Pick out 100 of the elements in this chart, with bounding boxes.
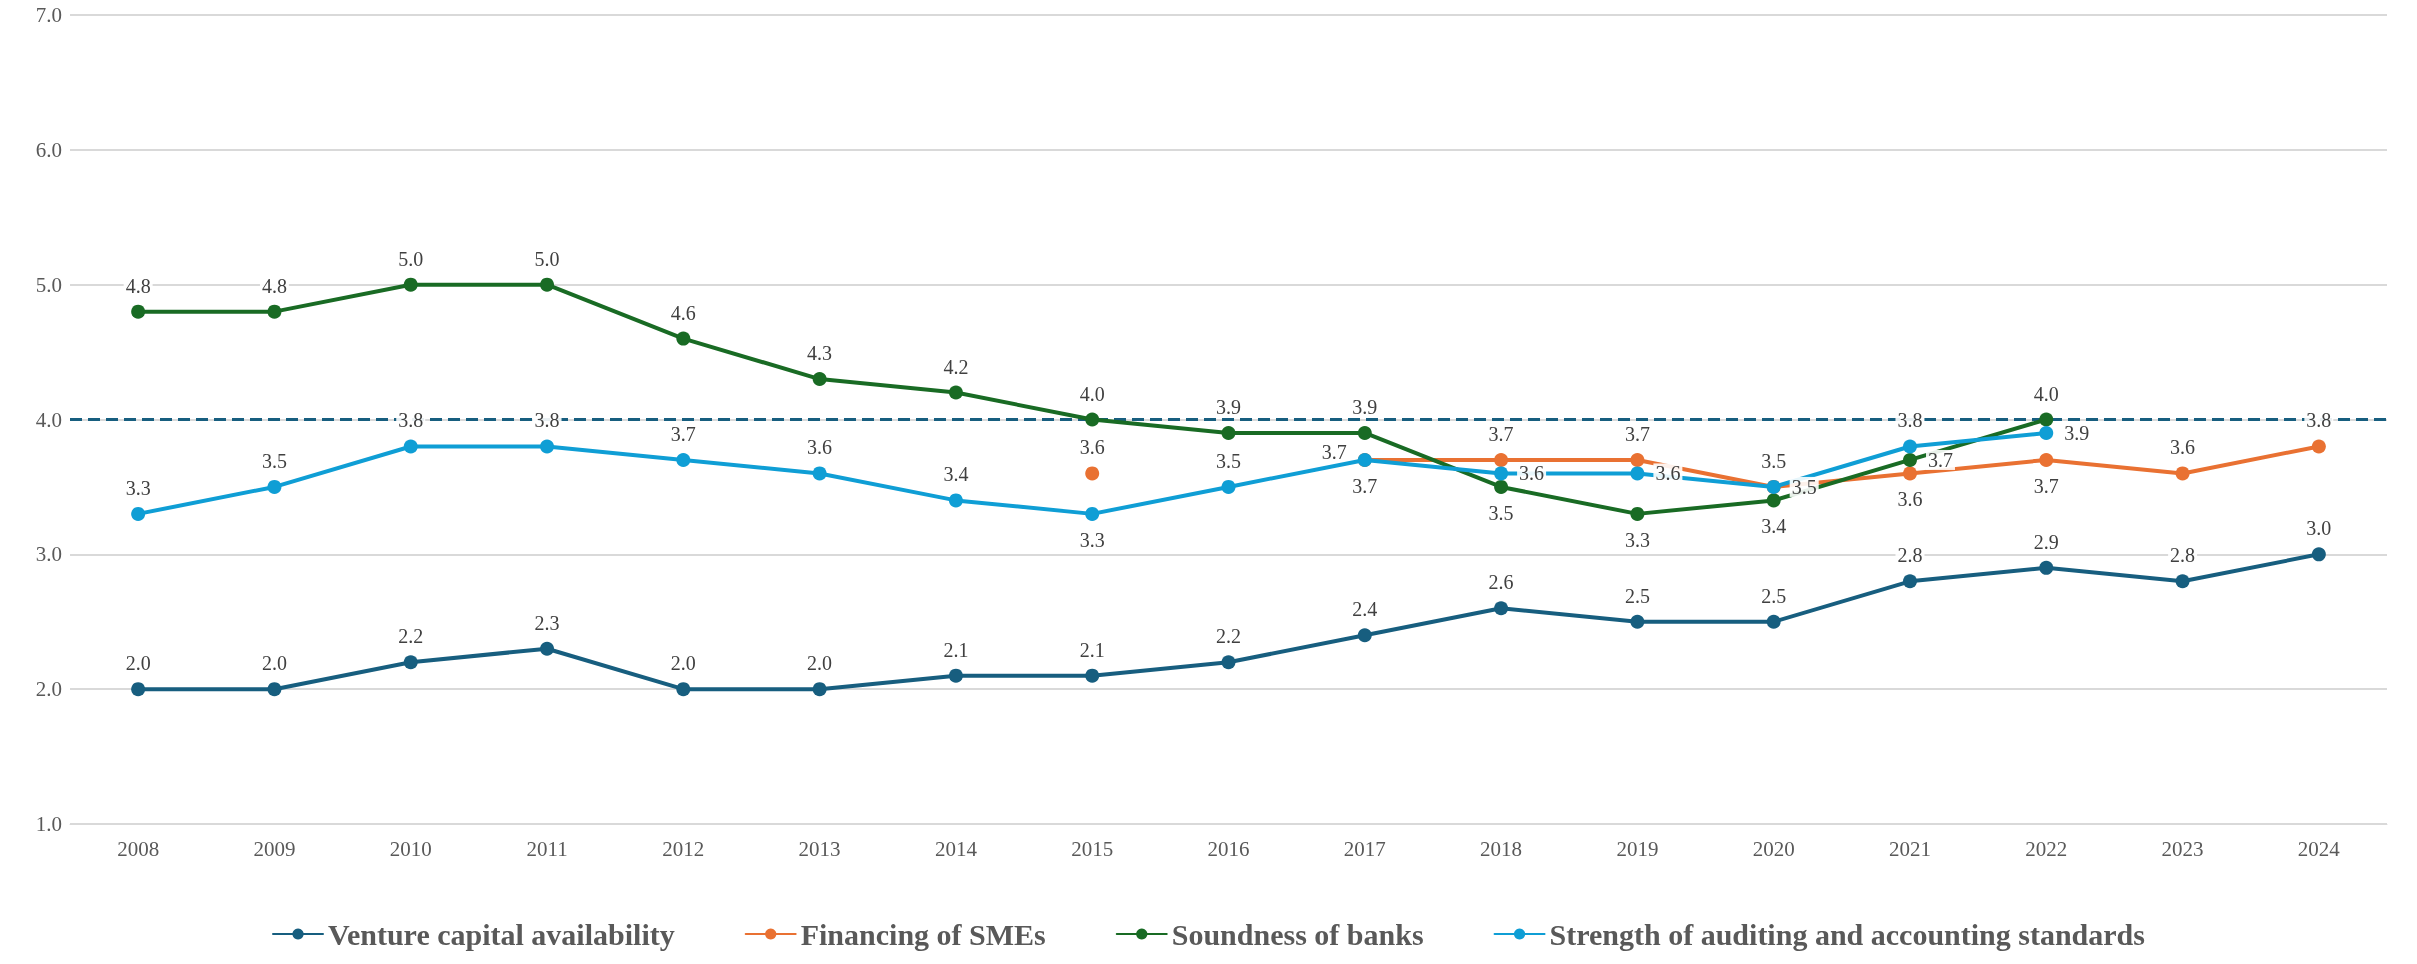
data-label: 4.0	[1079, 382, 1105, 405]
data-label: 2.3	[534, 611, 560, 634]
y-tick-label: 5.0	[35, 272, 62, 297]
point	[1630, 466, 1645, 481]
x-tick-label: 2020	[1752, 836, 1795, 861]
data-label: 3.5	[261, 449, 287, 472]
data-label: 5.0	[534, 247, 560, 270]
data-label: 3.3	[125, 476, 151, 499]
point	[1221, 425, 1236, 440]
data-label: 3.8	[1897, 409, 1923, 432]
point	[1085, 466, 1100, 481]
y-tick-label: 3.0	[35, 542, 62, 567]
data-label: 3.8	[534, 409, 560, 432]
data-label: 2.8	[1897, 544, 1923, 567]
point	[403, 277, 418, 292]
data-label: 4.0	[2033, 382, 2059, 405]
point	[1630, 506, 1645, 521]
point	[540, 277, 555, 292]
data-label: 2.5	[1624, 584, 1650, 607]
data-label: 3.3	[1079, 528, 1105, 551]
point	[403, 655, 418, 670]
point	[1494, 452, 1509, 467]
data-label: 3.7	[1927, 448, 1953, 471]
y-tick-label: 4.0	[35, 407, 62, 432]
point	[1494, 601, 1509, 616]
legend-label: Financing of SMEs	[800, 917, 1046, 951]
x-tick-label: 2024	[2297, 836, 2341, 861]
data-label: 3.6	[1655, 462, 1681, 485]
point	[131, 682, 146, 697]
x-tick-label: 2018	[1480, 836, 1523, 861]
point	[267, 479, 282, 494]
y-tick-label: 1.0	[35, 812, 62, 836]
data-label: 3.6	[1519, 462, 1545, 485]
point	[1902, 574, 1917, 589]
point	[2039, 425, 2054, 440]
data-label: 3.7	[1352, 474, 1378, 497]
data-label: 2.1	[943, 638, 969, 661]
data-label: 2.9	[2033, 530, 2059, 553]
point	[2175, 466, 2190, 481]
x-tick-label: 2013	[798, 836, 841, 861]
point	[1085, 668, 1100, 683]
y-tick-label: 6.0	[35, 137, 62, 162]
x-tick-label: 2017	[1343, 836, 1386, 861]
point	[1357, 425, 1372, 440]
data-label: 2.0	[807, 652, 833, 675]
data-label: 4.8	[261, 274, 287, 297]
data-label: 3.9	[1216, 395, 1241, 418]
x-tick-label: 2023	[2161, 836, 2204, 861]
data-label: 3.5	[1761, 449, 1787, 472]
x-tick-label: 2014	[934, 836, 978, 861]
data-label: 2.0	[670, 652, 696, 675]
data-label: 3.4	[943, 463, 969, 486]
data-label: 4.8	[125, 274, 151, 297]
data-label: 4.3	[807, 342, 833, 365]
data-label: 2.5	[1761, 584, 1787, 607]
point	[131, 506, 146, 521]
point	[812, 682, 827, 697]
data-label: 3.3	[1624, 528, 1650, 551]
point	[812, 372, 827, 387]
point	[1630, 614, 1645, 629]
point	[1221, 479, 1236, 494]
data-label: 3.6	[807, 436, 833, 459]
x-tick-label: 2012	[662, 836, 705, 861]
legend-label: Soundness of banks	[1171, 917, 1424, 951]
point	[1085, 506, 1100, 521]
point	[1494, 466, 1509, 481]
data-label: 3.8	[2306, 409, 2332, 432]
data-label: 3.5	[1488, 501, 1514, 524]
data-label: 4.2	[943, 355, 969, 378]
data-label: 3.7	[1624, 422, 1650, 445]
data-label: 3.4	[1761, 515, 1787, 538]
x-tick-label: 2011	[526, 836, 568, 861]
data-label: 4.6	[670, 301, 696, 324]
data-label: 3.7	[670, 422, 696, 445]
point	[812, 466, 827, 481]
data-label: 2.0	[125, 652, 151, 675]
data-label: 2.6	[1488, 571, 1514, 594]
data-label: 3.8	[398, 409, 424, 432]
point	[1902, 452, 1917, 467]
legend-label: Strength of auditing and accounting standards	[1549, 917, 2145, 951]
point	[2039, 412, 2054, 427]
point	[1766, 614, 1781, 629]
x-tick-label: 2019	[1616, 836, 1659, 861]
data-label: 3.6	[1079, 436, 1105, 459]
point	[948, 668, 963, 683]
data-label: 3.7	[1488, 422, 1514, 445]
point	[948, 493, 963, 508]
x-tick-label: 2021	[1888, 836, 1931, 861]
data-label: 3.5	[1216, 449, 1241, 472]
x-tick-label: 2008	[117, 836, 160, 861]
point	[267, 304, 282, 319]
point	[2311, 547, 2326, 562]
x-tick-label: 2015	[1071, 836, 1114, 861]
x-tick-label: 2022	[2025, 836, 2068, 861]
point	[131, 304, 146, 319]
data-label: 2.1	[1079, 638, 1105, 661]
point	[2175, 574, 2190, 589]
point	[2039, 452, 2054, 467]
point	[1766, 493, 1781, 508]
y-tick-label: 2.0	[35, 677, 62, 702]
